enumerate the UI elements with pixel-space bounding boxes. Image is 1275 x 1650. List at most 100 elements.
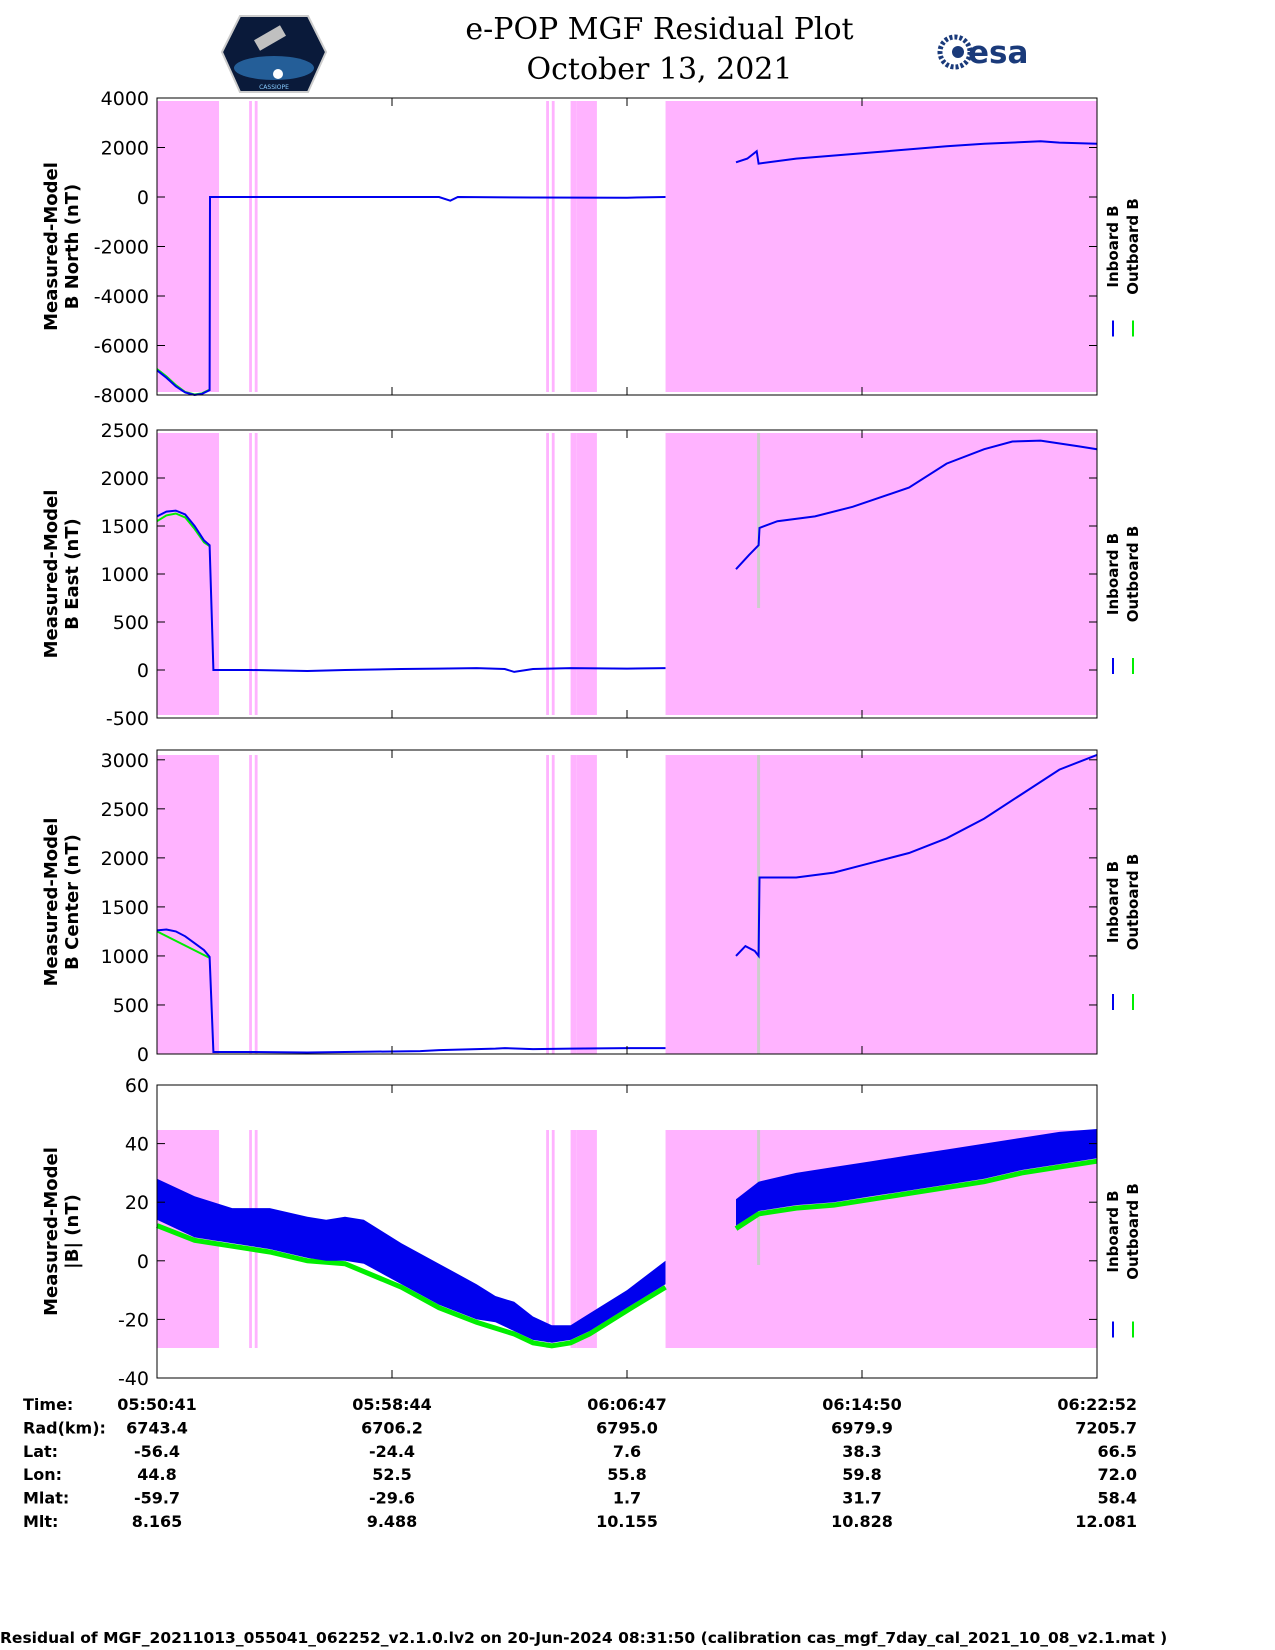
table-cell: 6795.0 xyxy=(596,1418,658,1437)
panel-1: 4000 2000 0 -2000 -4000 -6000 -8000 Measured-Mo… xyxy=(41,88,1142,407)
table-cell: -59.7 xyxy=(134,1489,180,1508)
inboard-series-line-segment2 xyxy=(735,439,1098,570)
outboard-series-line xyxy=(156,930,211,959)
shaded-interval xyxy=(551,433,555,715)
table-cell: 9.488 xyxy=(367,1512,418,1531)
table-cell: 6743.4 xyxy=(126,1418,188,1437)
cassiope-logo-text: CASSIOPE xyxy=(259,84,289,91)
shaded-interval xyxy=(570,1130,577,1348)
table-cell: 38.3 xyxy=(842,1442,881,1461)
y-tick-label: -8000 xyxy=(94,385,149,407)
table-cell: 8.165 xyxy=(132,1512,183,1531)
plot-title: e-POP MGF Residual Plot xyxy=(465,12,854,47)
shaded-interval xyxy=(570,101,577,392)
y-axis-label: Measured-ModelB Center (nT) xyxy=(41,818,83,987)
shaded-interval xyxy=(546,1130,549,1348)
table-cell: -29.6 xyxy=(369,1489,415,1508)
inboard-series-line xyxy=(156,928,666,1054)
y-axis-label-line: Measured-Model xyxy=(41,818,62,987)
table-cell: 7205.7 xyxy=(1075,1418,1137,1437)
legend-inboard-label: Inboard B xyxy=(1104,1190,1122,1272)
legend-outboard-label: Outboard B xyxy=(1124,1183,1142,1280)
inboard-series-line-segment2 xyxy=(735,140,1098,165)
shaded-interval xyxy=(546,433,549,715)
inboard-series-band xyxy=(157,1178,666,1343)
shaded-interval xyxy=(665,755,1097,1054)
shaded-interval xyxy=(254,433,258,715)
y-axis-label-line: Measured-Model xyxy=(41,1147,62,1316)
table-cell: 59.8 xyxy=(842,1465,881,1484)
y-tick-label: 0 xyxy=(137,660,149,682)
plot-date: October 13, 2021 xyxy=(526,52,793,87)
y-tick-label: 20 xyxy=(125,1192,149,1214)
table-cell: 05:50:41 xyxy=(117,1395,197,1414)
table-cell: 10.155 xyxy=(596,1512,658,1531)
table-cell: 06:22:52 xyxy=(1057,1395,1137,1414)
inboard-series-line-segment2 xyxy=(735,753,1098,959)
shaded-interval xyxy=(546,101,549,392)
shaded-interval xyxy=(546,755,549,1054)
inboard-series-line xyxy=(156,195,666,397)
y-axis-label-line: Measured-Model xyxy=(41,490,62,659)
y-tick-label: -40 xyxy=(118,1368,149,1390)
y-tick-label: 1500 xyxy=(101,516,149,538)
table-cell: 1.7 xyxy=(613,1489,641,1508)
y-axis-label: Measured-ModelB North (nT) xyxy=(41,162,83,331)
legend-outboard-label: Outboard B xyxy=(1124,854,1142,951)
y-tick-label: -4000 xyxy=(94,286,149,308)
y-tick-label: 0 xyxy=(137,187,149,209)
y-tick-label: 0 xyxy=(137,1251,149,1273)
table-cell: -56.4 xyxy=(134,1442,180,1461)
panel-2: 2500 2000 1500 1000 500 0 -500 Measured-ModelB … xyxy=(41,420,1142,730)
y-tick-label: 4000 xyxy=(101,88,149,110)
table-cell: 72.0 xyxy=(1098,1465,1137,1484)
y-axis-label-line: B Center (nT) xyxy=(62,834,83,970)
legend-outboard-label: Outboard B xyxy=(1124,198,1142,295)
legend-inboard-label: Inboard B xyxy=(1104,205,1122,287)
y-tick-label: 40 xyxy=(125,1134,149,1156)
panel-4: 60 40 20 0 -20 -40 Measured-Model|B| (nT) Inboa… xyxy=(41,1075,1142,1390)
y-tick-label: -20 xyxy=(118,1309,149,1331)
shaded-interval xyxy=(570,755,577,1054)
outboard-series-line xyxy=(156,1223,667,1349)
shaded-interval xyxy=(254,755,258,1054)
table-row-label: Time: xyxy=(23,1395,73,1414)
table-row-label: Rad(km): xyxy=(23,1418,106,1437)
table-cell: 10.828 xyxy=(831,1512,893,1531)
y-axis-label-line: Measured-Model xyxy=(41,162,62,331)
legend-outboard-label: Outboard B xyxy=(1124,526,1142,623)
footer-caption: Residual of MGF_20211013_055041_062252_v… xyxy=(0,1629,1167,1647)
y-tick-label: 1000 xyxy=(101,946,149,968)
y-tick-label: 3000 xyxy=(101,750,149,772)
y-tick-label: 2500 xyxy=(101,799,149,821)
shaded-interval xyxy=(570,433,577,715)
y-tick-label: 1000 xyxy=(101,564,149,586)
shaded-interval xyxy=(551,101,555,392)
table-cell: 6706.2 xyxy=(361,1418,423,1437)
y-tick-label: 2500 xyxy=(101,420,149,442)
table-cell: 31.7 xyxy=(842,1489,881,1508)
outboard-series-line xyxy=(156,512,211,548)
table-cell: -24.4 xyxy=(369,1442,415,1461)
shaded-interval xyxy=(665,101,1097,392)
inboard-series-band-segment2 xyxy=(736,1129,1097,1226)
y-tick-label: -500 xyxy=(106,708,149,730)
shaded-interval xyxy=(249,101,252,392)
table-row-label: Mlat: xyxy=(23,1489,69,1508)
y-axis-label-line: B North (nT) xyxy=(62,184,83,310)
y-axis-label: Measured-ModelB East (nT) xyxy=(41,490,83,659)
y-axis-label-line: |B| (nT) xyxy=(62,1194,83,1269)
panel-3: 3000 2500 2000 1500 1000 500 0 Measured-ModelB … xyxy=(41,749,1142,1066)
y-tick-label: 60 xyxy=(125,1075,149,1097)
shaded-interval xyxy=(576,755,597,1054)
y-tick-label: 2000 xyxy=(101,848,149,870)
shaded-interval xyxy=(576,1130,597,1348)
table-cell: 06:14:50 xyxy=(822,1395,902,1414)
y-tick-label: 0 xyxy=(137,1044,149,1066)
shaded-interval xyxy=(157,433,220,715)
shaded-interval xyxy=(551,1130,555,1348)
shaded-interval xyxy=(249,755,252,1054)
y-axis-label-line: B East (nT) xyxy=(62,518,83,630)
